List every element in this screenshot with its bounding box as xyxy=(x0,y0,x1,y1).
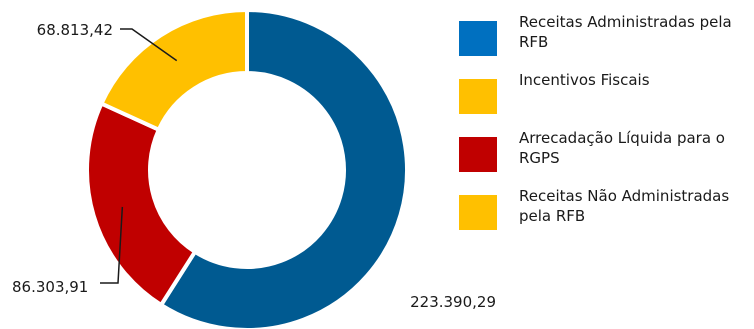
legend-label: Arrecadação Líquida para o RGPS xyxy=(519,128,751,168)
value-label-receitas-administradas-pela-rfb: 223.390,29 xyxy=(410,293,496,311)
legend-label: Receitas Não Administradas pela RFB xyxy=(519,186,751,226)
value-label-arrecadacao-liquida-para-o-rgps: 86.303,91 xyxy=(12,278,88,296)
legend-swatch xyxy=(459,79,497,114)
donut-slice-receitas-nao-administradas-pela-rfb xyxy=(101,10,247,130)
donut-slice-arrecadacao-liquida-para-o-rgps xyxy=(87,104,195,305)
legend-swatch xyxy=(459,137,497,172)
legend-item-receitas-nao-administradas: Receitas Não Administradas pela RFB xyxy=(459,186,754,244)
legend-item-incentivos-fiscais: Incentivos Fiscais xyxy=(459,70,754,128)
legend-item-receitas-administradas: Receitas Administradas pela RFB xyxy=(459,12,754,70)
legend-label: Receitas Administradas pela RFB xyxy=(519,12,751,52)
donut-slices xyxy=(87,10,407,329)
legend-label: Incentivos Fiscais xyxy=(519,70,751,90)
legend-swatch xyxy=(459,21,497,56)
legend-item-arrecadacao-rgps: Arrecadação Líquida para o RGPS xyxy=(459,128,754,186)
value-label-receitas-nao-administradas-pela-rfb: 68.813,42 xyxy=(37,21,113,39)
legend-swatch xyxy=(459,195,497,230)
chart-legend: Receitas Administradas pela RFB Incentiv… xyxy=(459,12,754,244)
